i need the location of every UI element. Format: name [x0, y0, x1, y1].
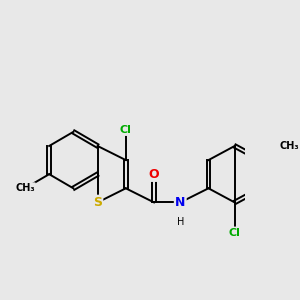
Text: O: O	[149, 168, 159, 181]
Text: Cl: Cl	[229, 228, 241, 238]
Text: CH₃: CH₃	[279, 141, 299, 151]
Text: H: H	[177, 217, 184, 226]
Text: S: S	[93, 196, 102, 209]
Text: N: N	[175, 196, 185, 209]
Text: CH₃: CH₃	[15, 183, 35, 193]
Text: Cl: Cl	[120, 125, 132, 135]
